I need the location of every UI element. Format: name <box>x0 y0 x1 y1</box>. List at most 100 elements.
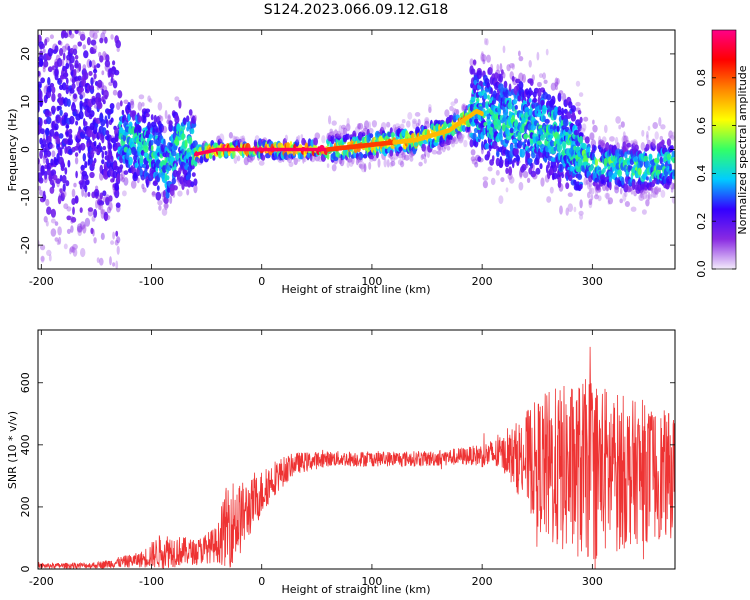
spectrogram-cell <box>568 174 573 182</box>
spectrogram-cell <box>90 48 97 54</box>
spectrogram-cell <box>86 37 91 46</box>
spectrogram-cell <box>521 163 527 171</box>
spectrogram-cell <box>143 145 149 153</box>
spectrogram-cell <box>110 155 114 163</box>
spectrogram-cell <box>338 124 343 134</box>
spectrogram-cell <box>189 163 195 170</box>
spectrogram-cell <box>626 142 632 148</box>
spectrogram-cell <box>58 187 64 193</box>
spectrogram-cell <box>597 139 602 147</box>
spectrogram-cell <box>77 227 82 237</box>
spectrogram-cell <box>171 150 177 157</box>
spectrogram-cell <box>660 189 666 198</box>
spectrogram-cell <box>593 145 597 152</box>
spectrogram-cell <box>487 94 490 100</box>
spectrogram-cell <box>169 195 173 204</box>
spectrogram-xtick-label: -100 <box>139 275 164 288</box>
spectrogram-cell <box>89 150 95 159</box>
spectrogram-cell <box>542 72 546 80</box>
spectrogram-cell <box>329 128 333 134</box>
spectrogram-cell <box>354 126 360 134</box>
spectrogram-cell <box>59 174 63 182</box>
spectrogram-cell <box>346 161 350 169</box>
spectrogram-cell <box>648 194 653 200</box>
spectrogram-cell <box>123 99 129 105</box>
spectrogram-cell <box>87 207 94 212</box>
spectrogram-cell <box>491 155 495 162</box>
spectrogram-cell <box>65 87 70 95</box>
spectrogram-cell <box>78 30 81 36</box>
spectrogram-cell <box>424 118 430 125</box>
spectrogram-cell <box>93 157 97 164</box>
spectrogram-cell <box>588 181 593 188</box>
spectrogram-cell <box>530 90 534 96</box>
spectrogram-cell <box>43 60 49 68</box>
spectrogram-cell <box>515 155 521 162</box>
spectrogram-cell <box>74 59 79 68</box>
spectrogram-cell <box>618 179 622 187</box>
spectrogram-cell <box>532 172 538 180</box>
spectrogram-cell <box>40 244 46 251</box>
spectrogram-cell <box>487 67 493 75</box>
spectrogram-cell <box>116 173 120 182</box>
spectrogram-cell <box>521 117 527 123</box>
spectrogram-cell <box>174 163 177 172</box>
spectrogram-cell <box>71 246 76 254</box>
spectrogram-cell <box>57 78 63 85</box>
spectrogram-cell <box>142 187 147 193</box>
spectrogram-cell <box>630 206 637 212</box>
spectrogram-cell <box>137 125 142 134</box>
spectrogram-cell <box>567 203 573 213</box>
spectrogram-cell <box>641 209 647 215</box>
spectrogram-cell <box>148 98 153 103</box>
spectrogram-cell <box>575 101 581 107</box>
spectrogram-cell <box>501 159 504 165</box>
spectrogram-cell <box>89 110 95 118</box>
spectrogram-cell <box>570 105 577 113</box>
spectrogram-cell <box>98 200 105 206</box>
spectrogram-cell <box>74 195 79 204</box>
spectrogram-ytick-label: 10 <box>19 95 32 109</box>
spectrogram-cell <box>163 138 166 148</box>
snr-panel: -200 -100 0 100 200 300 0 200 400 600 Height of s… <box>6 329 676 596</box>
spectrogram-cell <box>103 211 109 221</box>
spectrogram-cell <box>307 138 312 148</box>
spectrogram-cell <box>84 191 88 198</box>
spectrogram-cell <box>98 97 102 103</box>
spectrogram-cell <box>597 195 602 202</box>
spectrogram-cell <box>56 239 60 246</box>
spectrogram-cell <box>369 133 374 139</box>
spectrogram-cell <box>623 135 629 143</box>
spectrogram-cell <box>218 133 225 143</box>
spectrogram-cell <box>412 120 417 130</box>
spectrogram-cell <box>505 167 509 174</box>
spectrogram-cell <box>371 120 377 128</box>
spectrogram-cell <box>535 167 541 175</box>
spectrogram-cell <box>258 160 265 166</box>
spectrogram-cell <box>57 226 62 236</box>
spectrogram-cell <box>116 236 121 244</box>
spectrogram-cell <box>579 116 583 123</box>
spectrogram-cell <box>163 203 169 209</box>
spectrogram-cell <box>502 72 506 79</box>
spectrogram-cell <box>459 134 465 139</box>
spectrogram-cell <box>561 173 564 179</box>
spectrogram-cell <box>654 131 659 140</box>
spectrogram-cell <box>139 154 144 164</box>
spectrogram-cell <box>619 187 623 195</box>
spectrogram-cell <box>191 122 197 128</box>
spectrogram-cell <box>666 138 672 147</box>
spectrogram-cell <box>64 167 68 175</box>
colorbar-gradient <box>711 29 737 270</box>
spectrogram-cell <box>288 161 294 168</box>
snr-xtick-label: 0 <box>258 575 265 588</box>
spectrogram-cell <box>90 227 94 235</box>
spectrogram-cell <box>589 132 595 141</box>
spectrogram-cell <box>105 194 110 203</box>
spectrogram-cell <box>94 191 99 197</box>
colorbar-tick-label: 0.6 <box>695 117 708 135</box>
spectrogram-cell <box>63 243 68 250</box>
spectrogram-cell <box>314 154 321 162</box>
spectrogram-cell <box>79 182 83 190</box>
spectrogram-cell <box>650 191 657 198</box>
